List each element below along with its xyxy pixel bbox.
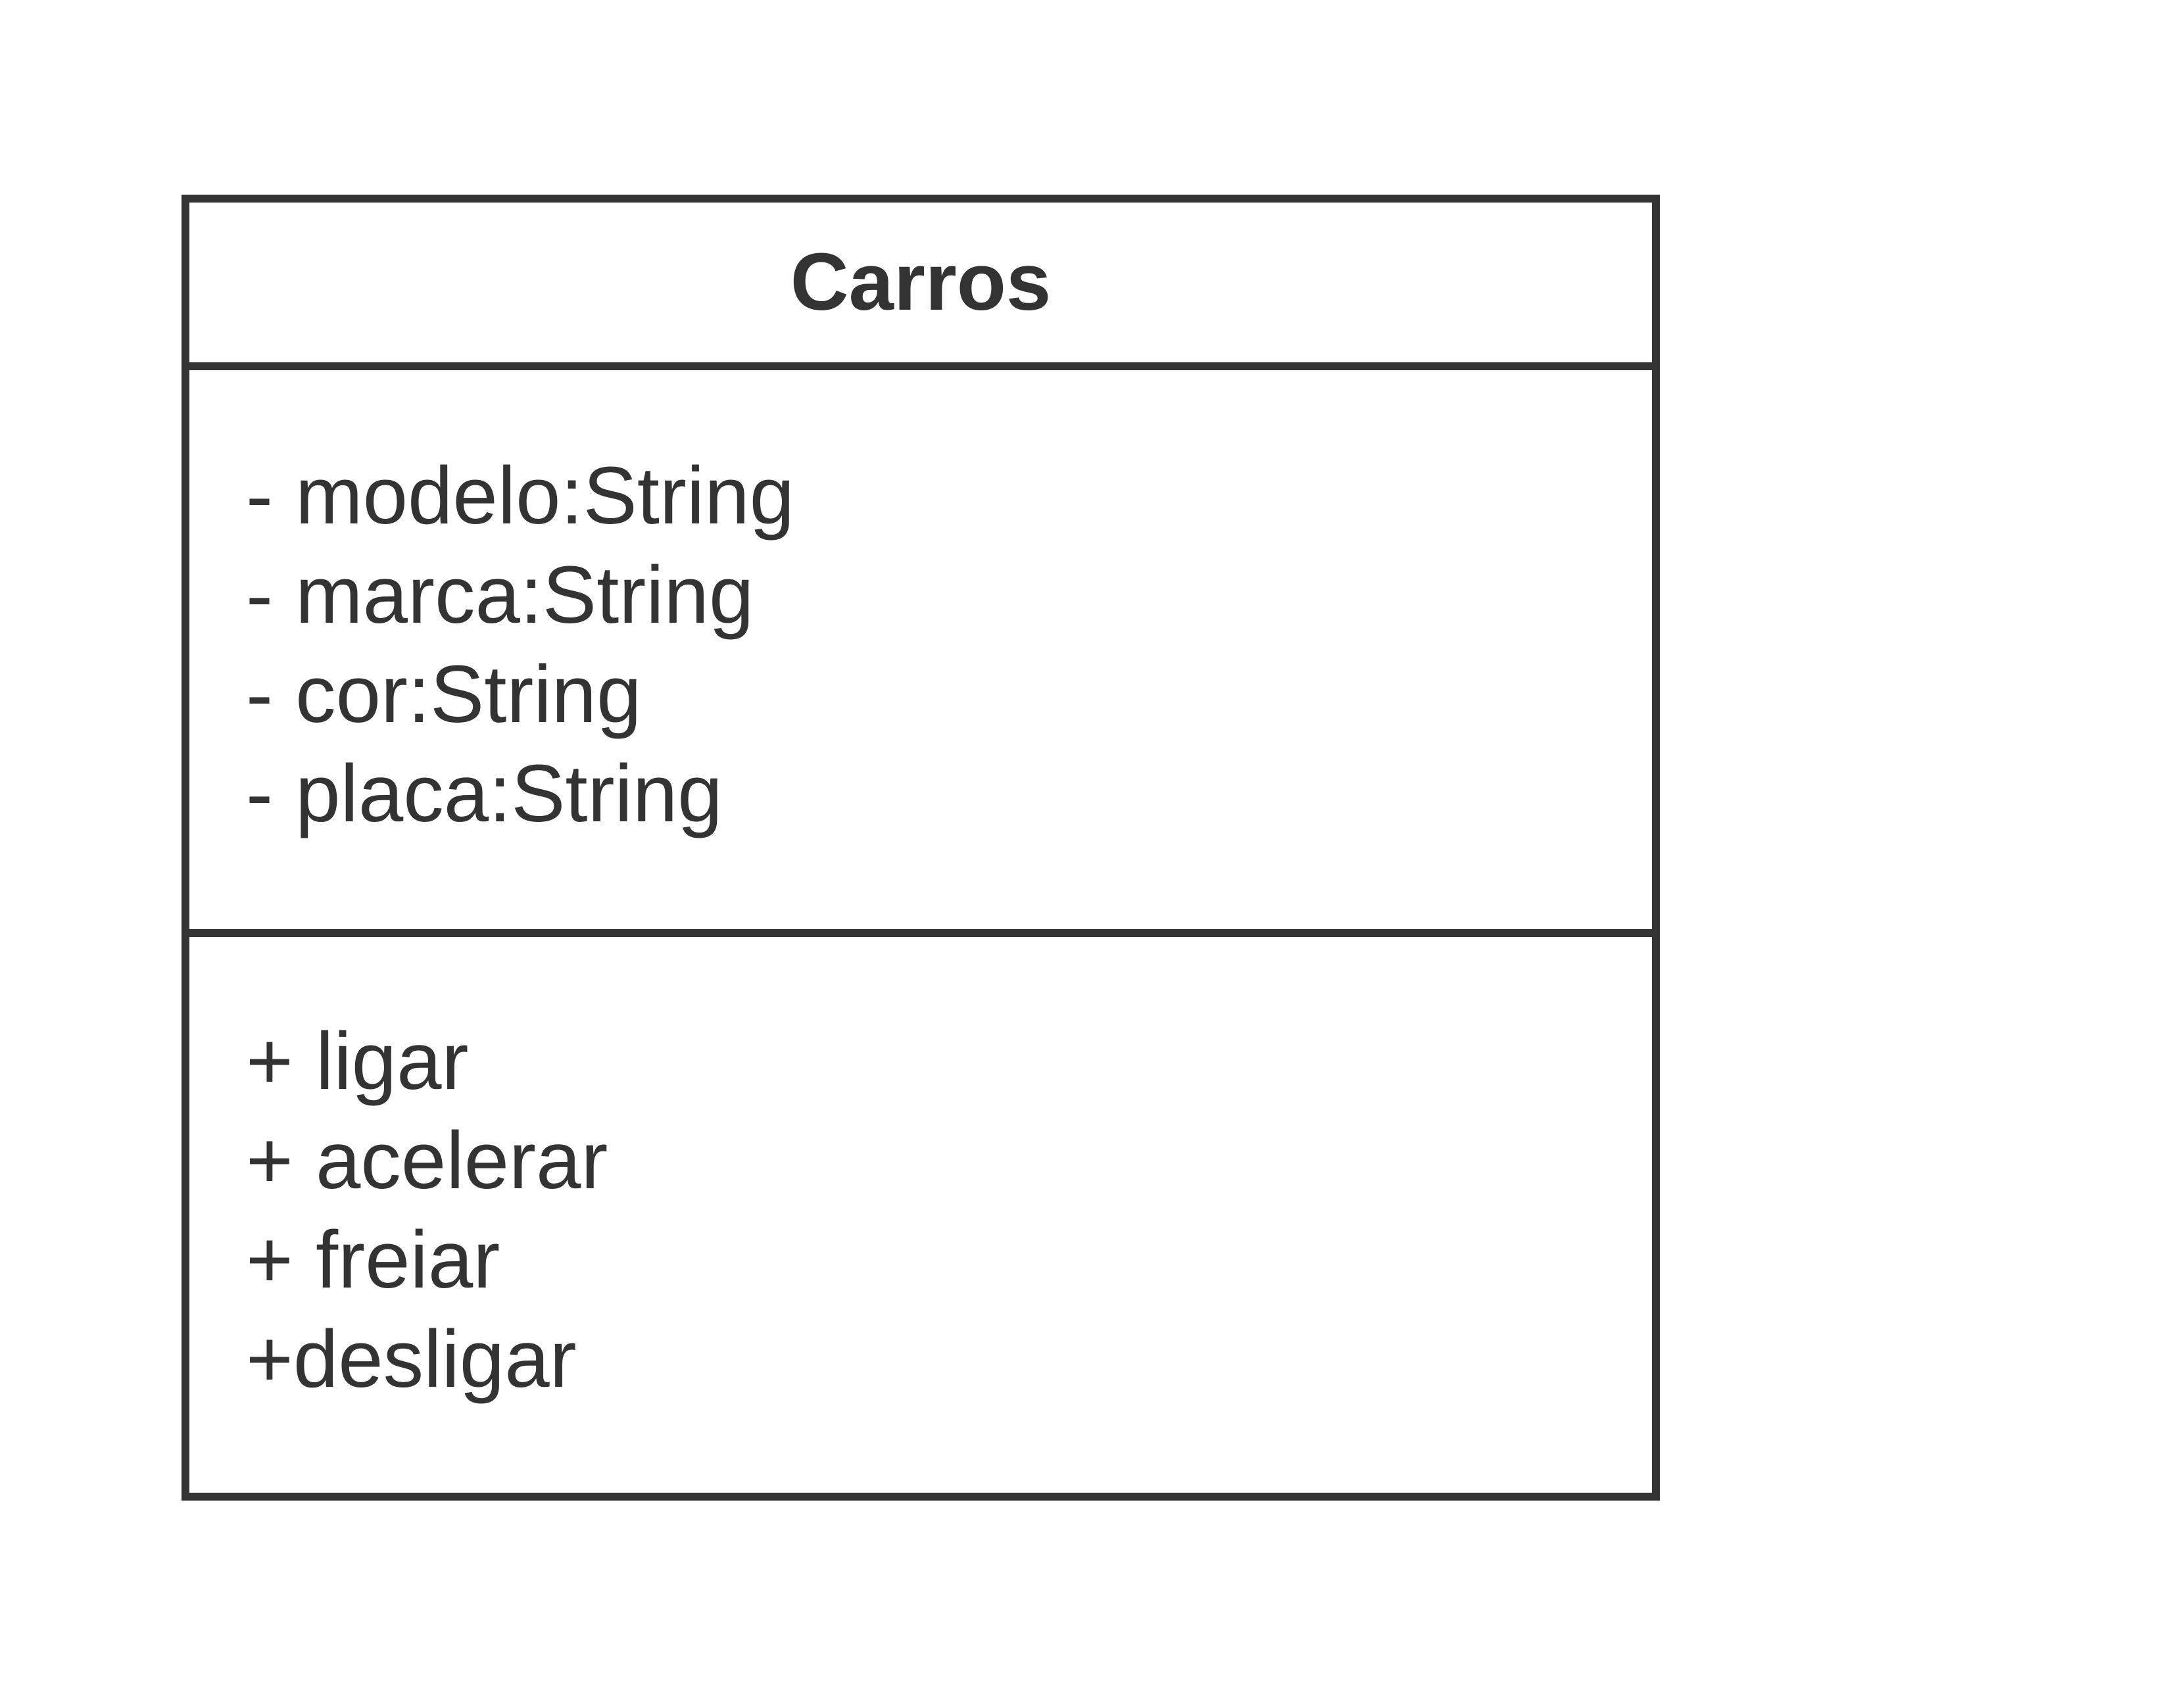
class-name-compartment: Carros [189,203,1652,370]
attributes-compartment: - modelo:String - marca:String - cor:Str… [189,370,1652,937]
operation-ligar: + ligar [246,1017,469,1107]
operation-freiar: + freiar [246,1215,500,1305]
operation-acelerar: + acelerar [246,1116,608,1206]
class-name: Carros [790,237,1052,327]
attribute-marca: - marca:String [246,550,754,640]
attribute-placa: - placa:String [246,749,723,839]
operations-compartment: + ligar + acelerar + freiar +desligar [189,937,1652,1493]
attribute-modelo: - modelo:String [246,451,795,541]
uml-class-box[interactable]: Carros - modelo:String - marca:String - … [182,195,1660,1501]
attribute-cor: - cor:String [246,650,642,740]
operation-desligar: +desligar [246,1314,577,1405]
